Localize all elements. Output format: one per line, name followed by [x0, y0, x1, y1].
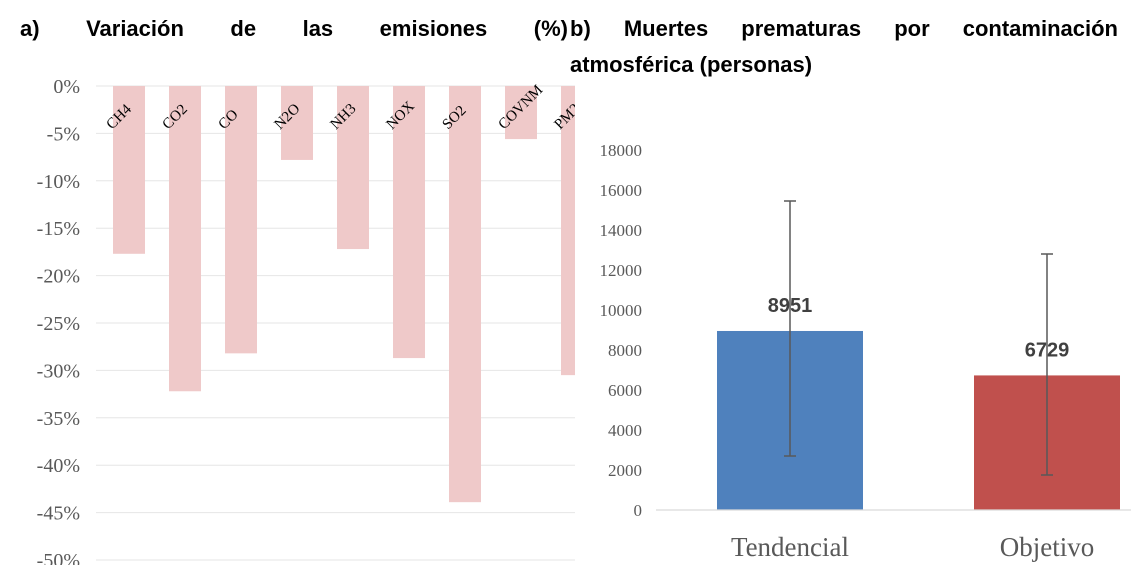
y-tick-label-a: -20%: [37, 266, 80, 288]
y-tick-label-b: 2000: [608, 461, 642, 480]
bar-a-co2: [169, 86, 201, 392]
y-tick-label-a: -15%: [37, 218, 80, 240]
bar-a-pm2-5-primarias: [561, 86, 575, 376]
y-tick-label-a: -30%: [37, 360, 80, 382]
bar-a-nh3: [337, 86, 369, 250]
y-tick-label-b: 10000: [600, 301, 643, 320]
y-tick-label-a: -25%: [37, 313, 80, 335]
y-tick-label-b: 12000: [600, 261, 643, 280]
x-category-label-objetivo: Objetivo: [1000, 532, 1095, 562]
y-tick-label-a: -45%: [37, 503, 80, 525]
data-label-tendencial: 8951: [768, 295, 813, 317]
bar-a-covnm: [505, 86, 537, 140]
data-label-objetivo: 6729: [1025, 339, 1070, 361]
bar-a-so2: [449, 86, 481, 503]
y-tick-label-a: -10%: [37, 171, 80, 193]
y-tick-label-a: -50%: [37, 550, 80, 565]
y-tick-label-b: 16000: [600, 181, 643, 200]
y-tick-label-b: 6000: [608, 381, 642, 400]
y-tick-label-a: -35%: [37, 408, 80, 430]
y-tick-label-b: 8000: [608, 341, 642, 360]
y-tick-label-a: -40%: [37, 455, 80, 477]
bar-a-n2o: [281, 86, 313, 160]
y-tick-label-b: 0: [634, 501, 643, 520]
y-tick-label-a: -5%: [47, 123, 80, 145]
chart-a: 0% -5% -10% -15% -20% -25% -30% -35% -40% -45% -50…: [37, 50, 575, 565]
y-tick-label-b: 14000: [600, 221, 643, 240]
chart-b-title-line1: b) Muertes prematuras por contaminación: [570, 16, 1118, 41]
bar-a-nox: [393, 86, 425, 359]
y-tick-label-b: 4000: [608, 421, 642, 440]
bar-a-ch4: [113, 86, 145, 254]
bar-a-co: [225, 86, 257, 354]
y-tick-label-b: 18000: [600, 141, 643, 160]
chart-a-title: a) Variación de las emisiones (%): [20, 16, 568, 41]
x-category-label-tendencial: Tendencial: [731, 532, 849, 562]
chart-b-title-line2: atmosférica (personas): [570, 52, 813, 77]
y-tick-label-a: 0%: [53, 76, 80, 98]
